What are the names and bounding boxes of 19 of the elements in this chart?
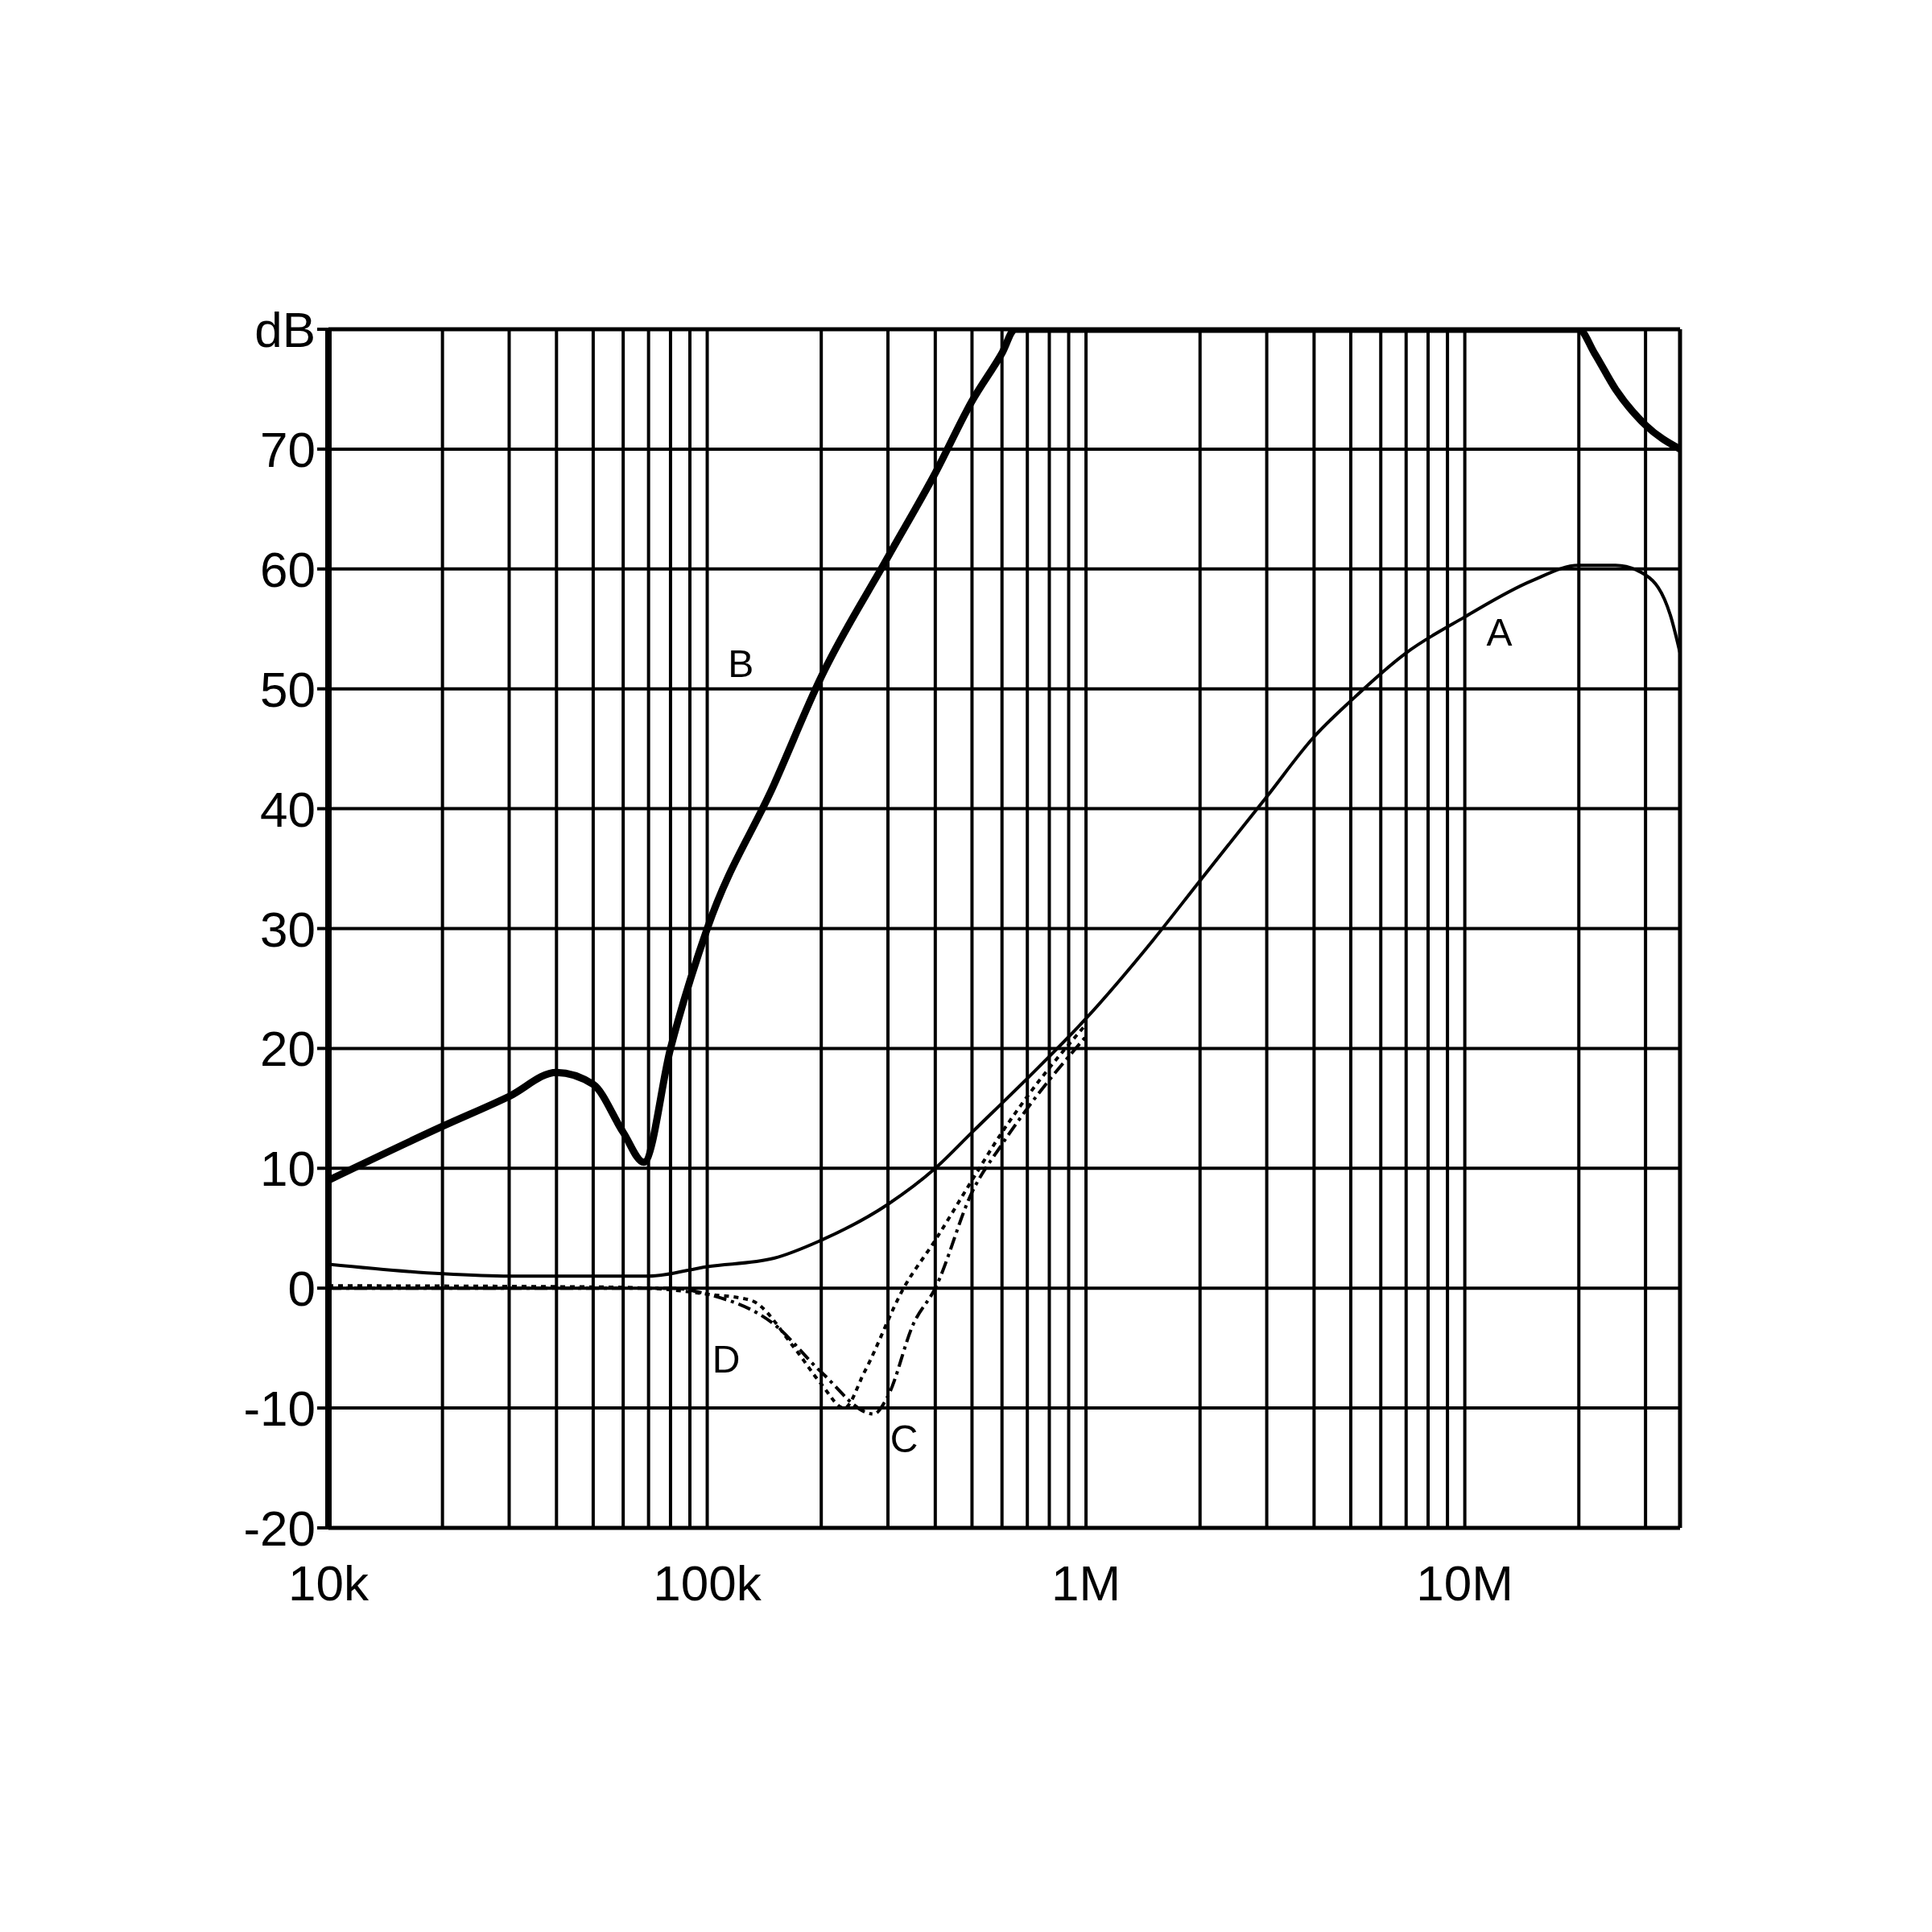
y-tick-label: 20 (260, 1021, 316, 1077)
y-tick-label: -20 (243, 1501, 316, 1557)
y-tick-label: 70 (260, 421, 316, 477)
y-tick-label: 60 (260, 541, 316, 597)
series-label: B (728, 642, 754, 685)
x-tick-label: 10M (1416, 1555, 1513, 1612)
x-tick-label: 10k (288, 1555, 369, 1612)
y-tick-label: dB (254, 302, 316, 358)
y-tick-label: 50 (260, 661, 316, 717)
series-label: A (1486, 610, 1513, 654)
x-tick-label: 1M (1051, 1555, 1121, 1612)
y-tick-label: 40 (260, 781, 316, 837)
series-label: C (890, 1418, 919, 1461)
y-tick-label: 10 (260, 1141, 316, 1197)
x-tick-label: 100k (653, 1555, 762, 1612)
y-tick-label: -10 (243, 1381, 316, 1437)
y-tick-label: 0 (287, 1261, 316, 1317)
y-tick-label: 30 (260, 901, 316, 957)
series-label: D (712, 1338, 741, 1381)
